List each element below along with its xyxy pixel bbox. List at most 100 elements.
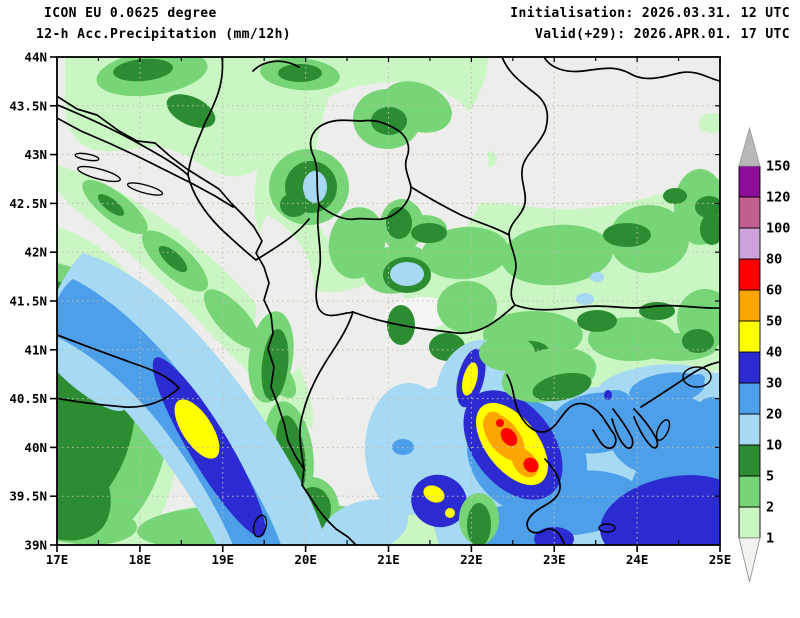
precip-region-L5 xyxy=(57,437,111,541)
precip-region-L2 xyxy=(437,281,497,333)
colorbar-segment xyxy=(738,351,761,384)
precip-region-L10 xyxy=(590,272,604,282)
lon-axis-label: 25E xyxy=(709,552,732,567)
border-albania-macedonia xyxy=(315,204,354,317)
colorbar-segment xyxy=(738,258,761,291)
lon-axis-label: 19E xyxy=(211,552,234,567)
colorbar: 1 2 5 10 20 30 40 50 60 80 100 120 150 xyxy=(738,126,790,583)
island xyxy=(126,182,164,196)
lon-axis-label: 21E xyxy=(377,552,400,567)
precip-region-L5 xyxy=(278,64,322,82)
precip-region-L40 xyxy=(462,362,478,396)
precip-region-L30 xyxy=(604,390,612,400)
precip-region-L2 xyxy=(421,226,509,280)
precip-region-L20 xyxy=(599,390,631,412)
coastline-athos xyxy=(633,408,659,449)
precip-region-L5 xyxy=(663,188,687,204)
island xyxy=(74,152,100,162)
colorbar-label: 50 xyxy=(766,314,782,330)
island-corfu xyxy=(252,514,268,538)
island xyxy=(77,165,121,183)
colorbar-label: 1 xyxy=(766,531,774,547)
precip-region-L5 xyxy=(158,245,188,273)
coastline-channel xyxy=(57,117,234,208)
precip-region-L5 xyxy=(166,94,216,128)
parameter-title: 12-h Acc.Precipitation (mm/12h) xyxy=(36,27,292,42)
precip-region-L2 xyxy=(479,335,535,371)
precip-region-L5 xyxy=(411,223,447,243)
precip-region-L5 xyxy=(695,196,720,218)
lat-axis-label: 43.5N xyxy=(9,98,47,113)
colorbar-label: 40 xyxy=(766,345,782,361)
precip-region-L1 xyxy=(699,113,720,133)
colorbar-label: 80 xyxy=(766,252,782,268)
island-thasos xyxy=(682,366,712,388)
colorbar-segment xyxy=(738,320,761,353)
valid-time: Valid(+29): 2026.APR.01. 17 UTC xyxy=(534,27,790,42)
precip-region-L2 xyxy=(501,224,613,286)
colorbar-label: 2 xyxy=(766,500,774,516)
precip-region-L30 xyxy=(600,475,720,545)
precip-region-L10 xyxy=(576,293,594,305)
lat-axis-label: 42N xyxy=(24,245,47,260)
lat-axis-label: 40N xyxy=(24,440,47,455)
colorbar-segment xyxy=(738,444,761,477)
colorbar-over-arrow xyxy=(738,126,761,167)
precip-region-L5 xyxy=(113,58,173,82)
precip-region-L5 xyxy=(280,193,308,217)
lat-axis-label: 39N xyxy=(24,538,47,553)
precip-region-L20 xyxy=(629,372,705,406)
colorbar-label: 150 xyxy=(766,159,790,175)
precip-region-L40 xyxy=(445,508,455,518)
border-kosovo xyxy=(309,119,412,221)
lat-axis-label: 41N xyxy=(24,342,47,357)
colorbar-label: 100 xyxy=(766,221,790,237)
precip-region-L2 xyxy=(203,289,261,349)
precip-region-L40 xyxy=(423,485,445,503)
precip-region-L5 xyxy=(700,213,720,245)
coastline-adriatic xyxy=(57,95,357,545)
precip-region-L10 xyxy=(57,334,127,412)
precip-region-L60 xyxy=(500,428,518,446)
coastline-thrace xyxy=(640,361,720,408)
precip-region-L5 xyxy=(639,302,675,320)
border-greece-albania xyxy=(299,311,354,470)
river-danube-sava xyxy=(252,60,300,72)
colorbar-label: 10 xyxy=(766,438,782,454)
precip-region-L10 xyxy=(303,171,327,203)
colorbar-segment xyxy=(738,475,761,508)
precip-region-L60 xyxy=(496,419,504,427)
colorbar-under-arrow xyxy=(738,537,761,583)
colorbar-segment xyxy=(738,289,761,322)
precip-region-L10 xyxy=(390,262,424,286)
lon-axis-label: 23E xyxy=(543,552,566,567)
lon-axis-label: 22E xyxy=(460,552,483,567)
colorbar-segment xyxy=(738,382,761,415)
colorbar-segment xyxy=(738,413,761,446)
precip-region-L20 xyxy=(693,374,705,384)
colorbar-segment xyxy=(738,506,761,539)
border-danube-romania xyxy=(543,57,720,82)
precip-region-L40 xyxy=(174,399,220,459)
coastline-thermaic-gulf xyxy=(506,374,617,449)
precip-region-L60 xyxy=(523,457,539,473)
precip-region-L5 xyxy=(577,310,617,332)
precip-region-L5 xyxy=(532,372,592,402)
colorbar-label: 120 xyxy=(766,190,790,206)
lat-axis-label: 39.5N xyxy=(9,489,47,504)
border-macedonia-greece xyxy=(352,304,516,334)
coastline-volos xyxy=(526,458,566,545)
lat-axis-label: 44N xyxy=(24,50,47,65)
lon-axis-label: 18E xyxy=(129,552,152,567)
border-montenegro-albania xyxy=(255,218,310,261)
border-bosnia-croatia xyxy=(57,103,189,176)
lat-axis-label: 41.5N xyxy=(9,294,47,309)
precip-region-L5 xyxy=(371,107,407,135)
precip-region-L5 xyxy=(603,223,651,247)
island xyxy=(598,523,616,533)
coastline-italy-gulf xyxy=(57,387,180,408)
precip-region-L5 xyxy=(97,194,125,216)
colorbar-segment xyxy=(738,196,761,229)
border-serbia-bulgaria xyxy=(501,57,549,306)
